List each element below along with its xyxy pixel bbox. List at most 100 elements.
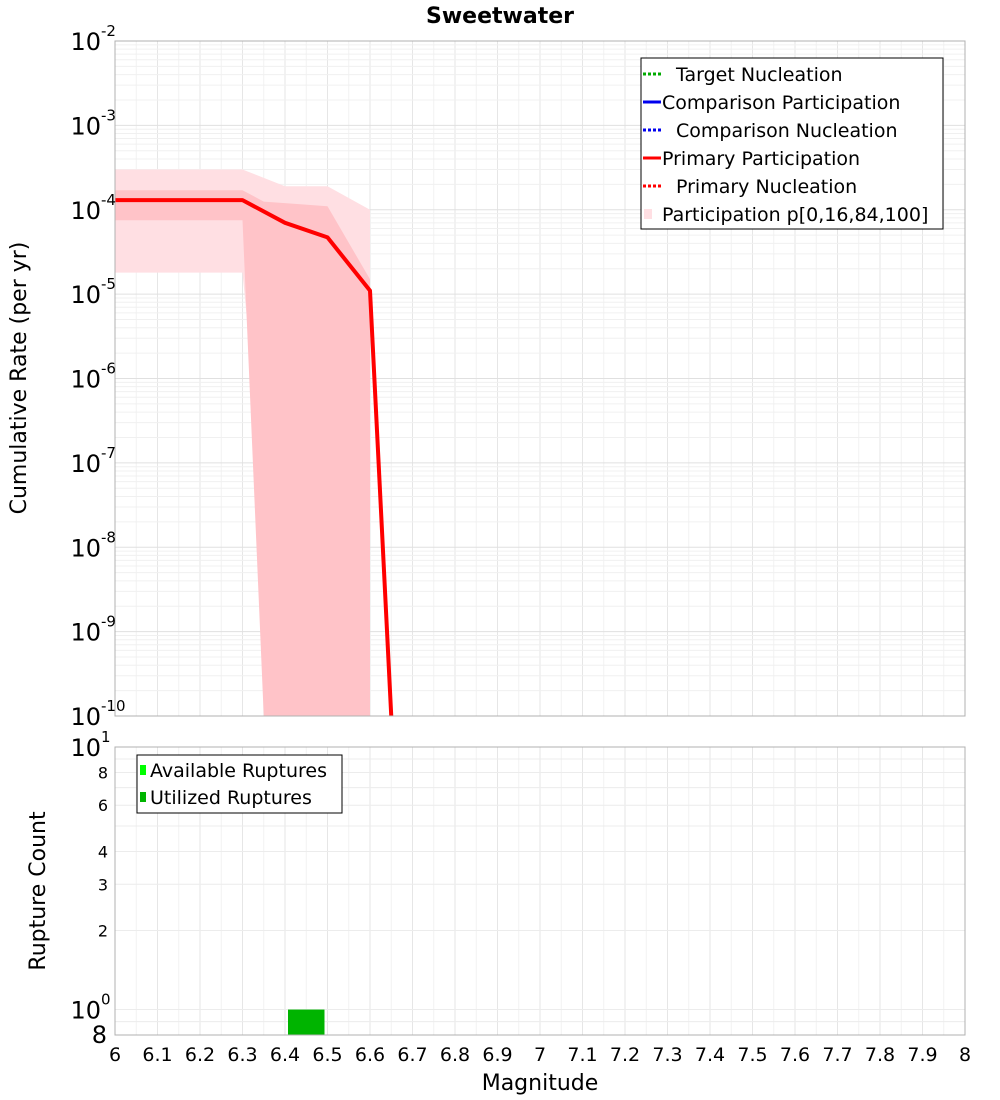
y-tick-minor: 4 (98, 842, 108, 861)
rate-plot-border (114, 40, 966, 717)
rate-plot: 10-210-310-410-510-610-710-810-910-10 Ta… (70, 22, 966, 731)
y-tick-label: 10 -3 (70, 106, 116, 140)
x-tick-label: 6.4 (270, 1044, 300, 1066)
y-tick-exponent: -2 (101, 22, 116, 40)
rate-legend: Target Nucleation Comparison Participatio… (640, 57, 944, 230)
y-tick-exponent: 0 (101, 991, 111, 1009)
legend-item: Primary Nucleation (643, 176, 857, 198)
x-tick-label: 7.5 (737, 1044, 767, 1066)
x-tick-label: 7.7 (822, 1044, 852, 1066)
y-tick-minor: 2 (98, 922, 108, 941)
y-tick-base: 10 (70, 997, 101, 1025)
y-tick-minor: 8 (98, 763, 108, 782)
y-tick-exponent: -8 (101, 528, 116, 546)
legend-item: Target Nucleation (643, 64, 843, 86)
y-tick-label: 2 (98, 922, 108, 941)
y-tick-base: 10 (70, 28, 101, 56)
x-tick-label: 7.4 (695, 1044, 725, 1066)
y-tick-exponent: -10 (101, 697, 126, 715)
y-tick-label: 10 -10 (70, 697, 125, 731)
y-tick-base: 10 (70, 197, 101, 225)
y-tick-label: 10 0 (70, 991, 110, 1025)
x-tick-label: 7.1 (567, 1044, 597, 1066)
legend-label: Primary Nucleation (676, 176, 857, 198)
y-tick-label: 8 (98, 763, 108, 782)
x-tick-label: 7.9 (907, 1044, 937, 1066)
x-tick-label: 7.2 (610, 1044, 640, 1066)
y-tick-label: 10 -9 (70, 613, 116, 647)
legend-item: Comparison Nucleation (643, 120, 898, 142)
y-tick-base: 10 (70, 112, 101, 140)
x-tick-label: 6.8 (440, 1044, 470, 1066)
legend-label: Target Nucleation (675, 64, 843, 86)
legend-label: Primary Participation (662, 148, 860, 170)
y-tick-exponent: 1 (101, 728, 111, 746)
y-tick-label: 10 -4 (70, 191, 116, 225)
x-tick-label: 6.3 (227, 1044, 257, 1066)
count-plot-border (114, 746, 966, 1036)
y-tick-label: 10 -7 (70, 444, 116, 478)
count-y-axis-label: Rupture Count (26, 811, 51, 971)
y-tick-label: 4 (98, 842, 108, 861)
count-bars (288, 1009, 325, 1035)
y-tick-base: 10 (70, 619, 101, 647)
x-tick-label: 6.5 (312, 1044, 342, 1066)
y-tick-label: 8 (92, 1021, 107, 1049)
series-line-primary-participation (115, 198, 394, 717)
legend-item: Utilized Ruptures (140, 787, 312, 809)
y-tick-exponent: -7 (101, 444, 116, 462)
y-tick-exponent: -3 (101, 106, 116, 124)
bar-utilized-ruptures (288, 1009, 325, 1035)
x-tick-label: 6.1 (142, 1044, 172, 1066)
legend-item: Participation p[0,16,84,100] (644, 204, 928, 226)
y-tick-minor: 8 (92, 1021, 107, 1049)
y-tick-minor: 3 (98, 875, 108, 894)
rate-y-axis-label: Cumulative Rate (per yr) (7, 242, 32, 515)
x-tick-label: 7 (534, 1044, 546, 1066)
legend-swatch (644, 209, 652, 219)
legend-swatch (140, 792, 146, 802)
x-tick-label: 6.9 (482, 1044, 512, 1066)
y-tick-base: 10 (70, 450, 101, 478)
y-tick-base: 10 (70, 703, 101, 731)
count-plot-grid (114, 746, 966, 1036)
x-tick-label: 7.6 (780, 1044, 810, 1066)
y-tick-exponent: -4 (101, 191, 116, 209)
y-tick-exponent: -9 (101, 613, 116, 631)
y-tick-label: 10 -6 (70, 360, 116, 394)
legend-item: Comparison Participation (643, 92, 900, 114)
legend-label: Available Ruptures (150, 760, 327, 782)
y-tick-base: 10 (70, 534, 101, 562)
legend-box (640, 57, 944, 230)
legend-label: Comparison Nucleation (676, 120, 898, 142)
y-tick-base: 10 (70, 366, 101, 394)
y-tick-label: 10 -2 (70, 22, 116, 56)
y-tick-exponent: -5 (101, 275, 116, 293)
legend-item: Primary Participation (643, 148, 860, 170)
chart-title: Sweetwater (426, 4, 574, 29)
magnitude-x-ticks: 6 6.1 6.2 6.3 6.4 6.5 6.6 6.7 6.8 6.9 7 7.1 7.2 7.3 7.… (109, 1044, 971, 1066)
participation-bands (115, 169, 370, 716)
x-tick-label: 6 (109, 1044, 121, 1066)
y-tick-label: 10 -8 (70, 528, 116, 562)
rate-y-ticks: 10-210-310-410-510-610-710-810-910-10 (70, 22, 125, 731)
x-tick-label: 6.6 (355, 1044, 385, 1066)
y-tick-base: 10 (70, 281, 101, 309)
legend-item: Available Ruptures (140, 760, 327, 782)
y-tick-label: 3 (98, 875, 108, 894)
y-tick-minor: 6 (98, 796, 108, 815)
y-tick-label: 6 (98, 796, 108, 815)
band-p16-p84 (115, 190, 370, 716)
legend-swatch (140, 765, 146, 775)
x-tick-label: 8 (959, 1044, 971, 1066)
y-tick-label: 10 -5 (70, 275, 116, 309)
y-tick-base: 10 (70, 734, 101, 762)
x-tick-label: 7.8 (865, 1044, 895, 1066)
legend-box (136, 754, 343, 814)
x-axis-label: Magnitude (482, 1071, 599, 1096)
y-tick-exponent: -6 (101, 360, 116, 378)
x-tick-label: 6.7 (397, 1044, 427, 1066)
x-tick-label: 6.2 (185, 1044, 215, 1066)
